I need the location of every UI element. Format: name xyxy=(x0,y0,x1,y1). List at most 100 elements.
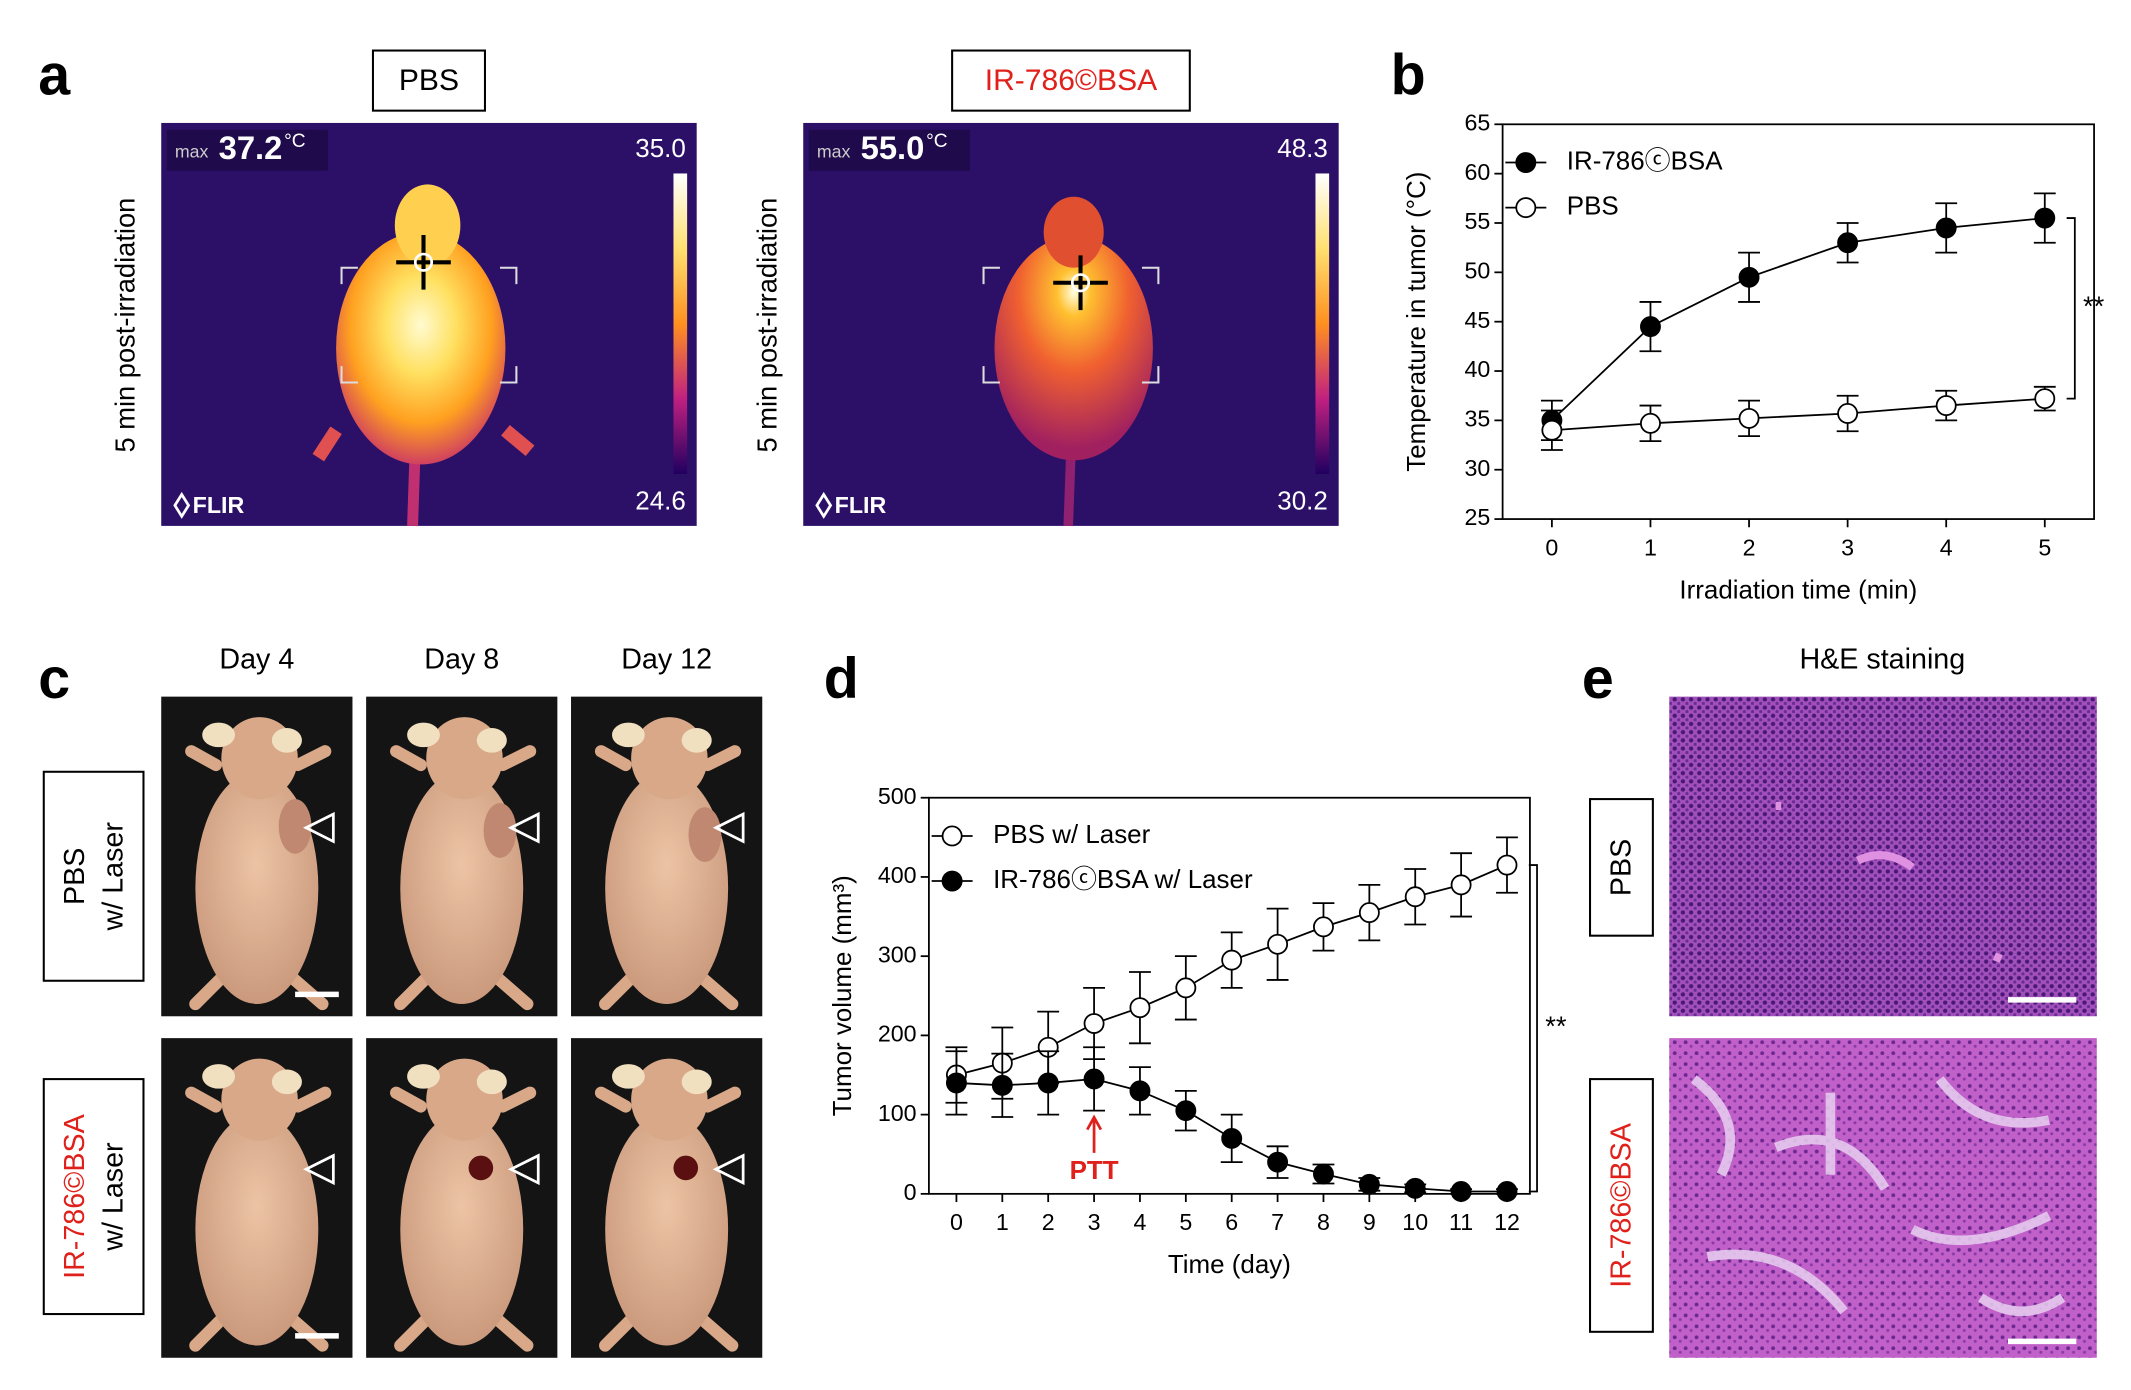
mouse-arms xyxy=(390,745,537,1011)
mouse-body xyxy=(336,232,506,465)
arrowhead xyxy=(302,1153,335,1186)
x-tick-label: 3 xyxy=(1841,534,1854,560)
title-box xyxy=(371,49,486,112)
plot-frame xyxy=(1501,123,2095,520)
marker xyxy=(1221,1127,1243,1149)
legend-marker xyxy=(941,825,963,847)
mouse-arms xyxy=(185,1086,332,1352)
scale-max: 35.0 xyxy=(635,135,685,163)
x-tick-label: 1 xyxy=(996,1209,1009,1235)
histology-title: H&E staining xyxy=(1799,644,1965,676)
y-tick-label: 40 xyxy=(1464,356,1490,382)
max-value: 37.2 xyxy=(219,129,283,166)
arrowhead xyxy=(712,811,745,844)
tumor xyxy=(688,807,722,862)
y-axis-label: Temperature in tumor (°C) xyxy=(1403,172,1431,472)
arrow xyxy=(1086,1114,1103,1153)
mouse-arms xyxy=(594,1086,742,1352)
day-label: Day 8 xyxy=(424,644,499,676)
scale-min: 30.2 xyxy=(1277,488,1327,516)
mouse-arms xyxy=(390,1086,537,1352)
y-axis-label: Tumor volume (mm³) xyxy=(829,875,857,1116)
x-axis-label: Time (day) xyxy=(1168,1251,1291,1279)
crosshair-ring xyxy=(413,252,434,272)
max-label: max xyxy=(175,142,209,162)
legend-marker xyxy=(941,870,963,892)
mouse-photo xyxy=(366,696,558,1017)
marker xyxy=(1267,1151,1289,1173)
marker xyxy=(1404,886,1426,908)
mouse-body xyxy=(400,1113,524,1346)
x-tick-label: 8 xyxy=(1317,1209,1330,1235)
y-tick-label: 60 xyxy=(1464,159,1490,185)
marker xyxy=(1358,902,1380,924)
title-box xyxy=(951,49,1191,112)
marker xyxy=(1640,316,1661,338)
mouse-ear xyxy=(407,1064,440,1089)
x-tick-label: 7 xyxy=(1271,1209,1284,1235)
y-tick-label: 400 xyxy=(878,862,917,888)
mouse-head xyxy=(1043,196,1104,268)
tumor xyxy=(673,1155,699,1181)
marker xyxy=(1837,232,1859,254)
roi-corners xyxy=(340,266,518,384)
day-label: Day 4 xyxy=(219,644,294,676)
significance: ** xyxy=(2083,291,2105,322)
legend-label: PBS w/ Laser xyxy=(993,821,1150,849)
mouse-body xyxy=(605,1113,729,1346)
marker xyxy=(1221,949,1243,971)
thermal-image: max 37.2 °C 35.0 24.6 FLIR xyxy=(161,122,697,527)
marker xyxy=(1404,1177,1426,1199)
roi-corners xyxy=(982,266,1160,384)
legend-label: PBS xyxy=(1567,192,1619,220)
brand: FLIR xyxy=(835,492,887,518)
mouse-ear xyxy=(681,1069,712,1095)
arrowhead xyxy=(507,1153,540,1186)
scale-min: 24.6 xyxy=(635,488,685,516)
x-tick-label: 0 xyxy=(950,1209,963,1235)
y-tick-label: 30 xyxy=(1464,455,1490,481)
marker xyxy=(1935,217,1957,239)
x-tick-label: 3 xyxy=(1088,1209,1101,1235)
x-tick-label: 5 xyxy=(1179,1209,1192,1235)
marker xyxy=(1450,1181,1472,1202)
y-tick-label: 200 xyxy=(878,1021,917,1047)
y-tick-label: 500 xyxy=(878,783,917,809)
arrowhead xyxy=(302,811,335,844)
marker xyxy=(1837,403,1859,424)
marker xyxy=(1129,997,1151,1019)
mouse-arms xyxy=(185,745,332,1011)
marker xyxy=(945,1072,967,1094)
marker xyxy=(1083,1013,1105,1034)
legend-marker xyxy=(1515,197,1537,219)
y-tick-label: 65 xyxy=(1464,109,1490,135)
mouse-ear xyxy=(681,728,712,753)
x-tick-label: 11 xyxy=(1449,1209,1473,1235)
x-tick-label: 0 xyxy=(1545,534,1558,560)
brand-icon xyxy=(173,491,191,519)
x-tick-label: 9 xyxy=(1363,1209,1376,1235)
marker xyxy=(1175,1100,1197,1122)
x-tick-label: 1 xyxy=(1644,534,1657,560)
legend-label: IR-786ⓒBSA xyxy=(1567,146,1723,175)
max-label: max xyxy=(817,142,851,162)
color-bar xyxy=(1315,173,1330,474)
row-box xyxy=(1589,798,1654,937)
series-line xyxy=(1551,217,2045,422)
y-tick-label: 50 xyxy=(1464,257,1490,283)
row-label: PBS xyxy=(59,848,91,905)
x-tick-label: 12 xyxy=(1494,1209,1520,1235)
marker xyxy=(1129,1080,1151,1102)
panel-letter: b xyxy=(1391,43,1426,107)
image-ylabel: 5 min post-irradiation xyxy=(109,198,140,453)
mouse-ear xyxy=(612,1064,645,1089)
marker xyxy=(1496,854,1518,876)
mouse-legs xyxy=(312,425,535,462)
max-bg xyxy=(808,129,970,171)
marker xyxy=(1935,395,1957,417)
tumor xyxy=(278,799,312,854)
tail xyxy=(1063,450,1076,527)
mouse-ear xyxy=(202,722,235,748)
